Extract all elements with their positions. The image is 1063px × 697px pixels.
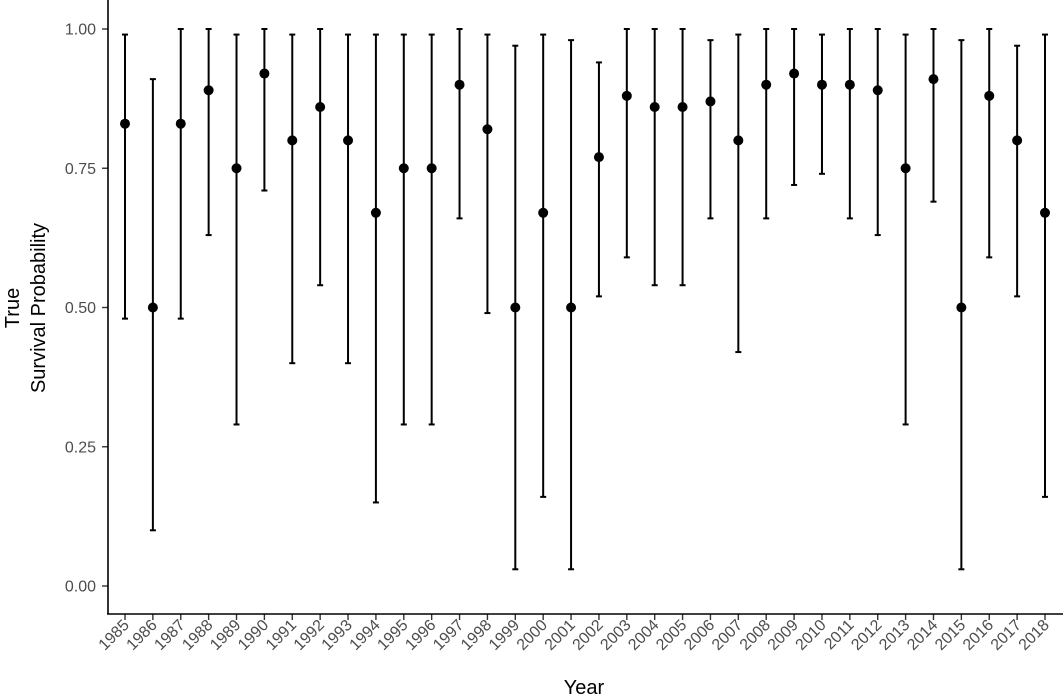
- y-ticks: 0.00 0.25 0.50 0.75 1.00: [65, 22, 108, 596]
- data-point: [175, 118, 186, 129]
- x-tick-label: 1991: [263, 617, 300, 654]
- y-tick-label: 0.00: [65, 579, 96, 596]
- y-tick-label: 1.00: [65, 22, 96, 39]
- data-point: [1012, 135, 1023, 146]
- x-tick-label: 2012: [848, 617, 885, 654]
- y-tick-label: 0.25: [65, 439, 96, 456]
- x-tick-label: 1995: [374, 617, 411, 654]
- x-tick-label: 1997: [430, 617, 467, 654]
- data-point: [510, 302, 521, 313]
- x-tick-label: 2018: [1016, 617, 1053, 654]
- data-point: [1040, 207, 1050, 218]
- x-tick-label: 1992: [291, 617, 328, 654]
- y-axis-title: True Survival Probability: [2, 223, 50, 393]
- x-tick-label: 1988: [179, 617, 216, 654]
- data-point: [343, 135, 354, 146]
- data-point: [593, 152, 604, 163]
- x-tick-label: 2014: [904, 617, 941, 654]
- x-tick-label: 1985: [96, 617, 133, 654]
- x-tick-label: 1994: [347, 617, 384, 654]
- x-tick-label: 1986: [124, 617, 161, 654]
- x-tick-label: 2005: [653, 617, 690, 654]
- x-tick-label: 2015: [932, 617, 969, 654]
- x-tick-label: 2002: [570, 617, 607, 654]
- data-point: [398, 163, 409, 174]
- x-tick-label: 2004: [625, 617, 662, 654]
- data-point: [816, 79, 827, 90]
- data-point: [203, 85, 214, 96]
- data-point: [426, 163, 437, 174]
- x-tick-label: 2003: [597, 617, 634, 654]
- x-tick-label: 1998: [458, 617, 495, 654]
- x-tick-label: 2008: [737, 617, 774, 654]
- x-tick-label: 1999: [486, 617, 523, 654]
- y-axis-title-line-1: True: [2, 288, 24, 328]
- data-point: [454, 79, 465, 90]
- data-point: [259, 68, 270, 79]
- marks: [120, 28, 1050, 571]
- y-tick-label: 0.50: [65, 300, 96, 317]
- x-ticks: 1985198619871988198919901991199219931994…: [96, 614, 1053, 654]
- x-tick-label: 2010: [793, 617, 830, 654]
- x-tick-label: 2009: [765, 617, 802, 654]
- x-tick-label: 2016: [960, 617, 997, 654]
- data-point: [872, 85, 883, 96]
- data-point: [621, 90, 632, 101]
- data-point: [649, 101, 660, 112]
- x-tick-label: 1993: [319, 617, 356, 654]
- data-point: [844, 79, 855, 90]
- x-tick-label: 2000: [514, 617, 551, 654]
- data-point: [900, 163, 911, 174]
- x-tick-label: 2017: [988, 617, 1025, 654]
- x-tick-label: 1996: [402, 617, 439, 654]
- data-point: [370, 207, 381, 218]
- data-point: [984, 90, 995, 101]
- x-tick-label: 2007: [709, 617, 746, 654]
- data-point: [733, 135, 744, 146]
- data-point: [538, 207, 549, 218]
- x-tick-label: 1990: [235, 617, 272, 654]
- data-point: [677, 101, 688, 112]
- data-point: [789, 68, 800, 79]
- x-axis-title: Year: [564, 677, 605, 697]
- x-tick-label: 1989: [207, 617, 244, 654]
- data-point: [315, 101, 326, 112]
- data-point: [120, 118, 130, 129]
- data-point: [705, 96, 716, 107]
- data-point: [147, 302, 158, 313]
- data-point: [482, 124, 493, 135]
- y-tick-label: 0.75: [65, 161, 96, 178]
- x-tick-label: 2013: [876, 617, 913, 654]
- data-point: [761, 79, 772, 90]
- data-point: [566, 302, 577, 313]
- data-point: [956, 302, 967, 313]
- x-tick-label: 2006: [681, 617, 718, 654]
- data-point: [928, 74, 939, 85]
- y-axis-title-line-2: Survival Probability: [28, 223, 50, 393]
- data-point: [287, 135, 298, 146]
- x-tick-label: 1987: [151, 617, 188, 654]
- x-tick-label: 2011: [821, 617, 857, 653]
- x-tick-label: 2001: [542, 617, 579, 654]
- data-point: [231, 163, 242, 174]
